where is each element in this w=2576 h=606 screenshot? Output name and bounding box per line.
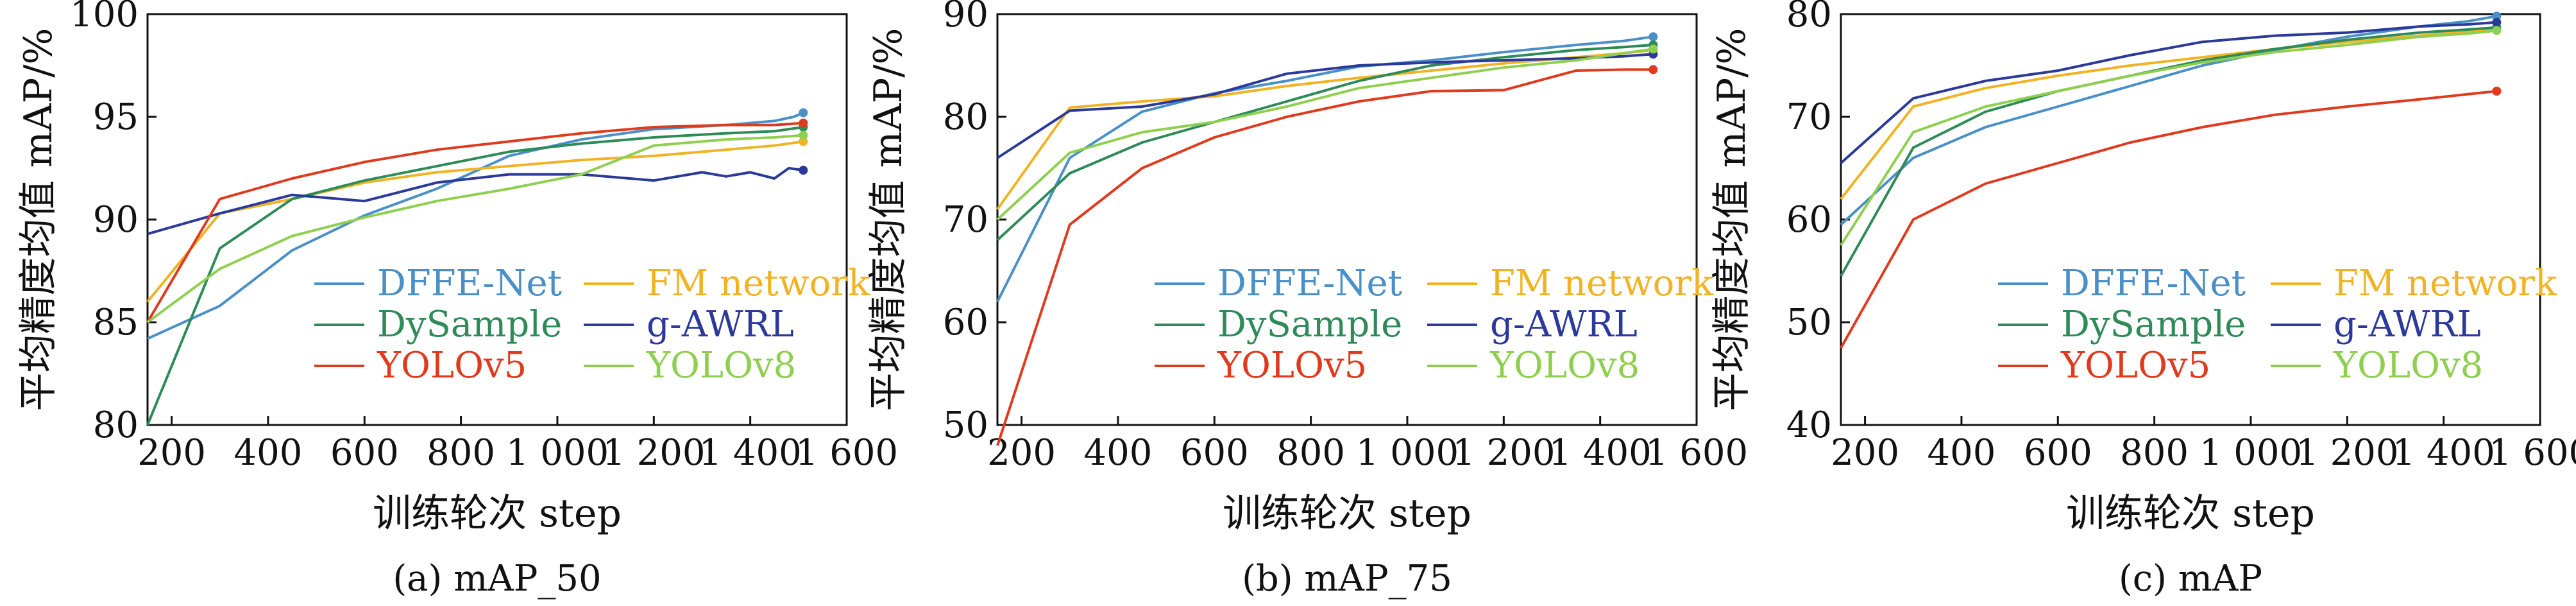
- x-tick-label: 1 400: [699, 432, 801, 474]
- series-end-point: [2492, 87, 2502, 96]
- legend-label: DySample: [377, 304, 562, 345]
- x-axis-title: 训练轮次 step: [373, 491, 622, 536]
- x-tick-label: 800: [2120, 432, 2189, 474]
- legend-label: DFFE-Net: [2061, 263, 2246, 304]
- x-axis-title: 训练轮次 step: [2066, 491, 2315, 536]
- panel-caption: (a) mAP_50: [393, 558, 601, 600]
- x-tick-label: 600: [1180, 432, 1249, 474]
- y-axis-title: 平均精度均值 mAP/%: [1709, 28, 1754, 411]
- x-tick-label: 400: [1083, 432, 1152, 474]
- x-tick-label: 1 600: [1645, 432, 1748, 474]
- x-tick-label: 400: [1927, 432, 1996, 474]
- x-tick-label: 1 200: [2296, 432, 2398, 474]
- x-tick-label: 600: [330, 432, 399, 474]
- x-tick-label: 1 400: [2392, 432, 2495, 474]
- x-tick-label: 1 000: [1356, 432, 1459, 474]
- series-end-point: [799, 108, 808, 117]
- y-tick-label: 60: [943, 302, 988, 343]
- x-tick-label: 200: [1831, 432, 1899, 474]
- y-tick-label: 90: [93, 199, 139, 241]
- legend-label: FM network: [1490, 263, 1714, 304]
- series-line-dysample: [996, 44, 1654, 241]
- series-line-dysample: [146, 126, 804, 426]
- y-tick-label: 90: [943, 0, 988, 35]
- legend-label: FM network: [2334, 263, 2557, 304]
- x-tick-label: 800: [1276, 432, 1345, 474]
- y-tick-label: 50: [1786, 302, 1832, 343]
- y-tick-label: 70: [1786, 96, 1832, 138]
- x-tick-label: 1 600: [795, 432, 898, 474]
- y-tick-label: 80: [93, 404, 139, 446]
- series-line-yolov8: [146, 134, 804, 324]
- y-tick-label: 40: [1786, 404, 1832, 446]
- x-tick-label: 400: [233, 432, 302, 474]
- legend-label: g-AWRL: [647, 304, 794, 345]
- panel-caption: (c) mAP: [2119, 558, 2262, 600]
- series-end-point: [1648, 32, 1658, 42]
- legend-label: DFFE-Net: [1217, 263, 1403, 304]
- series-line-fm-network: [996, 49, 1654, 211]
- legend-label: DySample: [2061, 304, 2246, 345]
- x-tick-label: 800: [427, 432, 495, 474]
- x-tick-label: 200: [137, 432, 206, 474]
- x-tick-label: 1 000: [2199, 432, 2302, 474]
- legend-label: YOLOv8: [2333, 345, 2483, 386]
- legend-label: YOLOv8: [1489, 345, 1640, 386]
- y-tick-label: 60: [1786, 199, 1832, 241]
- series-line-g-awrl: [147, 167, 804, 236]
- y-axis-title: 平均精度均值 mAP/%: [16, 28, 61, 411]
- y-tick-label: 80: [1786, 0, 1832, 35]
- legend-label: DFFE-Net: [377, 263, 563, 304]
- legend-label: YOLOv5: [377, 345, 527, 386]
- series-line-yolov5: [146, 121, 804, 324]
- legend-label: YOLOv5: [1217, 345, 1367, 386]
- y-tick-label: 50: [943, 404, 988, 446]
- y-tick-label: 80: [943, 96, 988, 138]
- series-line-fm-network: [1840, 27, 2497, 200]
- series-end-point: [2492, 26, 2502, 35]
- legend-label: g-AWRL: [2334, 304, 2481, 345]
- x-tick-label: 200: [987, 432, 1056, 474]
- series-line-yolov5: [1840, 90, 2497, 349]
- panel-caption: (b) mAP_75: [1242, 558, 1452, 600]
- series-end-point: [2492, 12, 2502, 21]
- x-tick-label: 1 600: [2489, 432, 2576, 474]
- y-axis-title: 平均精度均值 mAP/%: [866, 28, 911, 411]
- y-tick-label: 85: [93, 302, 139, 343]
- x-tick-label: 1 200: [602, 432, 705, 474]
- x-tick-label: 600: [2024, 432, 2092, 474]
- series-line-fm-network: [146, 140, 804, 303]
- x-axis-title: 训练轮次 step: [1223, 491, 1471, 536]
- legend-label: YOLOv5: [2060, 345, 2210, 386]
- series-end-point: [2492, 17, 2502, 27]
- x-tick-label: 1 200: [1452, 432, 1555, 474]
- series-line-yolov8: [1840, 29, 2497, 247]
- x-tick-label: 1 000: [506, 432, 609, 474]
- legend-label: FM network: [647, 263, 870, 304]
- series-line-dffe-net: [147, 111, 804, 340]
- series-end-point: [799, 137, 808, 146]
- x-tick-label: 1 400: [1548, 432, 1651, 474]
- series-end-point: [1648, 44, 1658, 54]
- series-line-dysample: [1840, 26, 2497, 277]
- y-tick-label: 70: [943, 199, 988, 241]
- y-tick-label: 100: [70, 0, 139, 35]
- legend-label: g-AWRL: [1490, 304, 1638, 345]
- series-line-yolov5: [996, 68, 1654, 446]
- series-end-point: [799, 118, 808, 128]
- legend-label: DySample: [1217, 304, 1402, 345]
- series-end-point: [799, 166, 808, 175]
- series-end-point: [1648, 65, 1658, 74]
- y-tick-label: 95: [93, 96, 139, 138]
- series-line-g-awrl: [1840, 21, 2497, 164]
- series-end-point: [799, 130, 808, 140]
- series-line-yolov8: [996, 48, 1654, 221]
- legend-label: YOLOv8: [646, 345, 796, 386]
